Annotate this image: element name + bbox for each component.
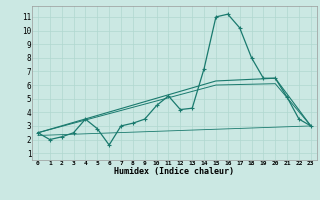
X-axis label: Humidex (Indice chaleur): Humidex (Indice chaleur) (115, 167, 234, 176)
